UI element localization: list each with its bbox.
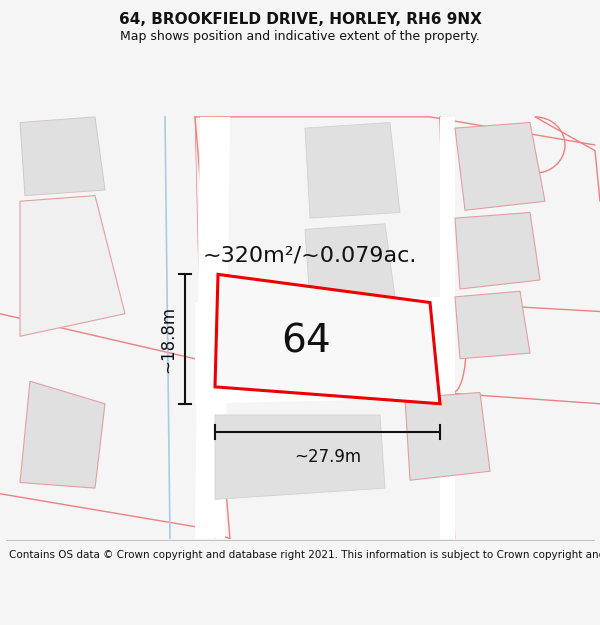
- Polygon shape: [215, 274, 440, 404]
- Polygon shape: [440, 117, 455, 539]
- Text: 64: 64: [281, 323, 331, 361]
- Polygon shape: [20, 117, 105, 196]
- Polygon shape: [455, 213, 540, 289]
- Polygon shape: [455, 122, 545, 210]
- Text: ~320m²/~0.079ac.: ~320m²/~0.079ac.: [203, 245, 417, 265]
- Text: Contains OS data © Crown copyright and database right 2021. This information is : Contains OS data © Crown copyright and d…: [9, 550, 600, 560]
- Polygon shape: [305, 224, 395, 302]
- Text: Map shows position and indicative extent of the property.: Map shows position and indicative extent…: [120, 30, 480, 43]
- Text: 64, BROOKFIELD DRIVE, HORLEY, RH6 9NX: 64, BROOKFIELD DRIVE, HORLEY, RH6 9NX: [119, 12, 481, 27]
- Polygon shape: [20, 196, 125, 336]
- Text: ~27.9m: ~27.9m: [294, 448, 361, 466]
- Polygon shape: [305, 122, 400, 218]
- Polygon shape: [20, 381, 105, 488]
- Polygon shape: [195, 297, 440, 404]
- Polygon shape: [215, 415, 385, 499]
- Text: ~18.8m: ~18.8m: [159, 306, 177, 372]
- Polygon shape: [195, 117, 230, 539]
- Polygon shape: [455, 291, 530, 359]
- Polygon shape: [405, 392, 490, 480]
